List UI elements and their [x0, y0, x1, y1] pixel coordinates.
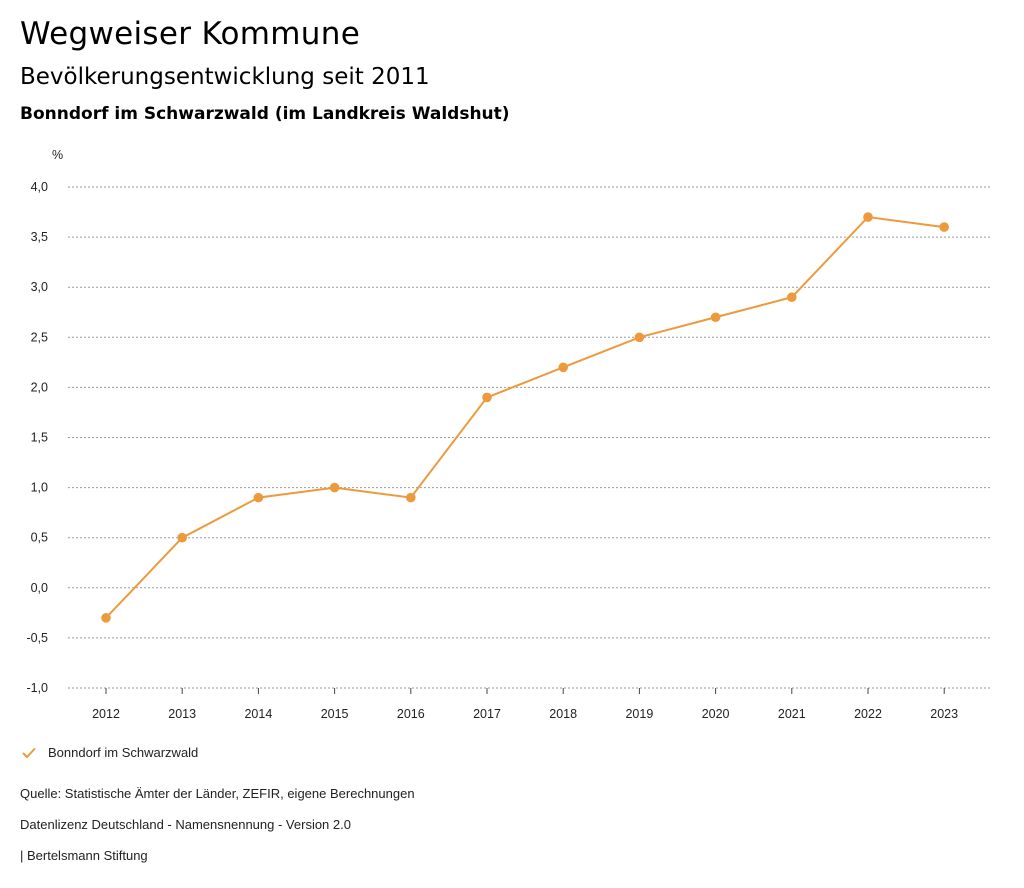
y-tick-label: 2,0	[31, 380, 48, 394]
data-point	[558, 362, 568, 373]
data-point	[482, 392, 492, 403]
license-note[interactable]: Datenlizenz Deutschland - Namensnennung …	[20, 817, 351, 832]
data-point	[634, 332, 645, 343]
y-tick-label: -0,5	[26, 631, 48, 645]
data-point	[787, 292, 797, 303]
series-line	[105, 216, 945, 619]
publisher-note: | Bertelsmann Stiftung	[20, 848, 148, 863]
page-title: Wegweiser Kommune	[20, 16, 361, 52]
legend-label: Bonndorf im Schwarzwald	[48, 745, 199, 760]
data-point	[406, 492, 416, 503]
region-title: Bonndorf im Schwarzwald (im Landkreis Wa…	[20, 104, 510, 124]
y-tick-label: 0,0	[31, 581, 48, 595]
y-tick-label: 0,5	[31, 531, 48, 545]
chart-subtitle: Bevölkerungsentwicklung seit 2011	[20, 64, 430, 90]
y-axis-label: %	[52, 148, 63, 162]
x-tick-label: 2020	[702, 707, 730, 721]
data-point	[101, 613, 111, 623]
y-tick-label: 3,0	[31, 280, 48, 294]
check-icon	[22, 747, 36, 758]
data-point	[710, 312, 721, 323]
data-point	[939, 222, 949, 232]
x-tick-label: 2021	[778, 707, 806, 721]
x-tick-label: 2012	[92, 707, 120, 721]
line-chart: % -1,0 -0,5 0,0 0,5 1,0 1,5 2,0 2,5 3,0 3,5 4,0 2012…	[26, 148, 990, 721]
x-tick-label: 2014	[244, 707, 272, 721]
y-tick-label: -1,0	[26, 681, 48, 695]
x-tick-label: 2016	[397, 707, 425, 721]
source-note: Quelle: Statistische Ämter der Länder, Z…	[20, 786, 415, 801]
data-point	[253, 492, 264, 503]
legend[interactable]: Bonndorf im Schwarzwald	[22, 745, 198, 760]
x-tick-label: 2013	[168, 707, 196, 721]
data-point	[329, 482, 340, 493]
x-tick-label: 2018	[549, 707, 577, 721]
y-tick-label: 3,5	[31, 230, 48, 244]
data-point	[863, 212, 873, 222]
x-tick-label: 2019	[625, 707, 653, 721]
data-point	[177, 532, 187, 543]
x-tick-label: 2022	[854, 707, 882, 721]
y-tick-label: 1,0	[31, 481, 48, 495]
y-tick-label: 2,5	[31, 330, 48, 344]
y-tick-label: 1,5	[31, 431, 48, 445]
x-tick-label: 2015	[321, 707, 349, 721]
x-tick-label: 2023	[930, 707, 958, 721]
x-tick-label: 2017	[473, 707, 501, 721]
y-tick-label: 4,0	[31, 180, 48, 194]
